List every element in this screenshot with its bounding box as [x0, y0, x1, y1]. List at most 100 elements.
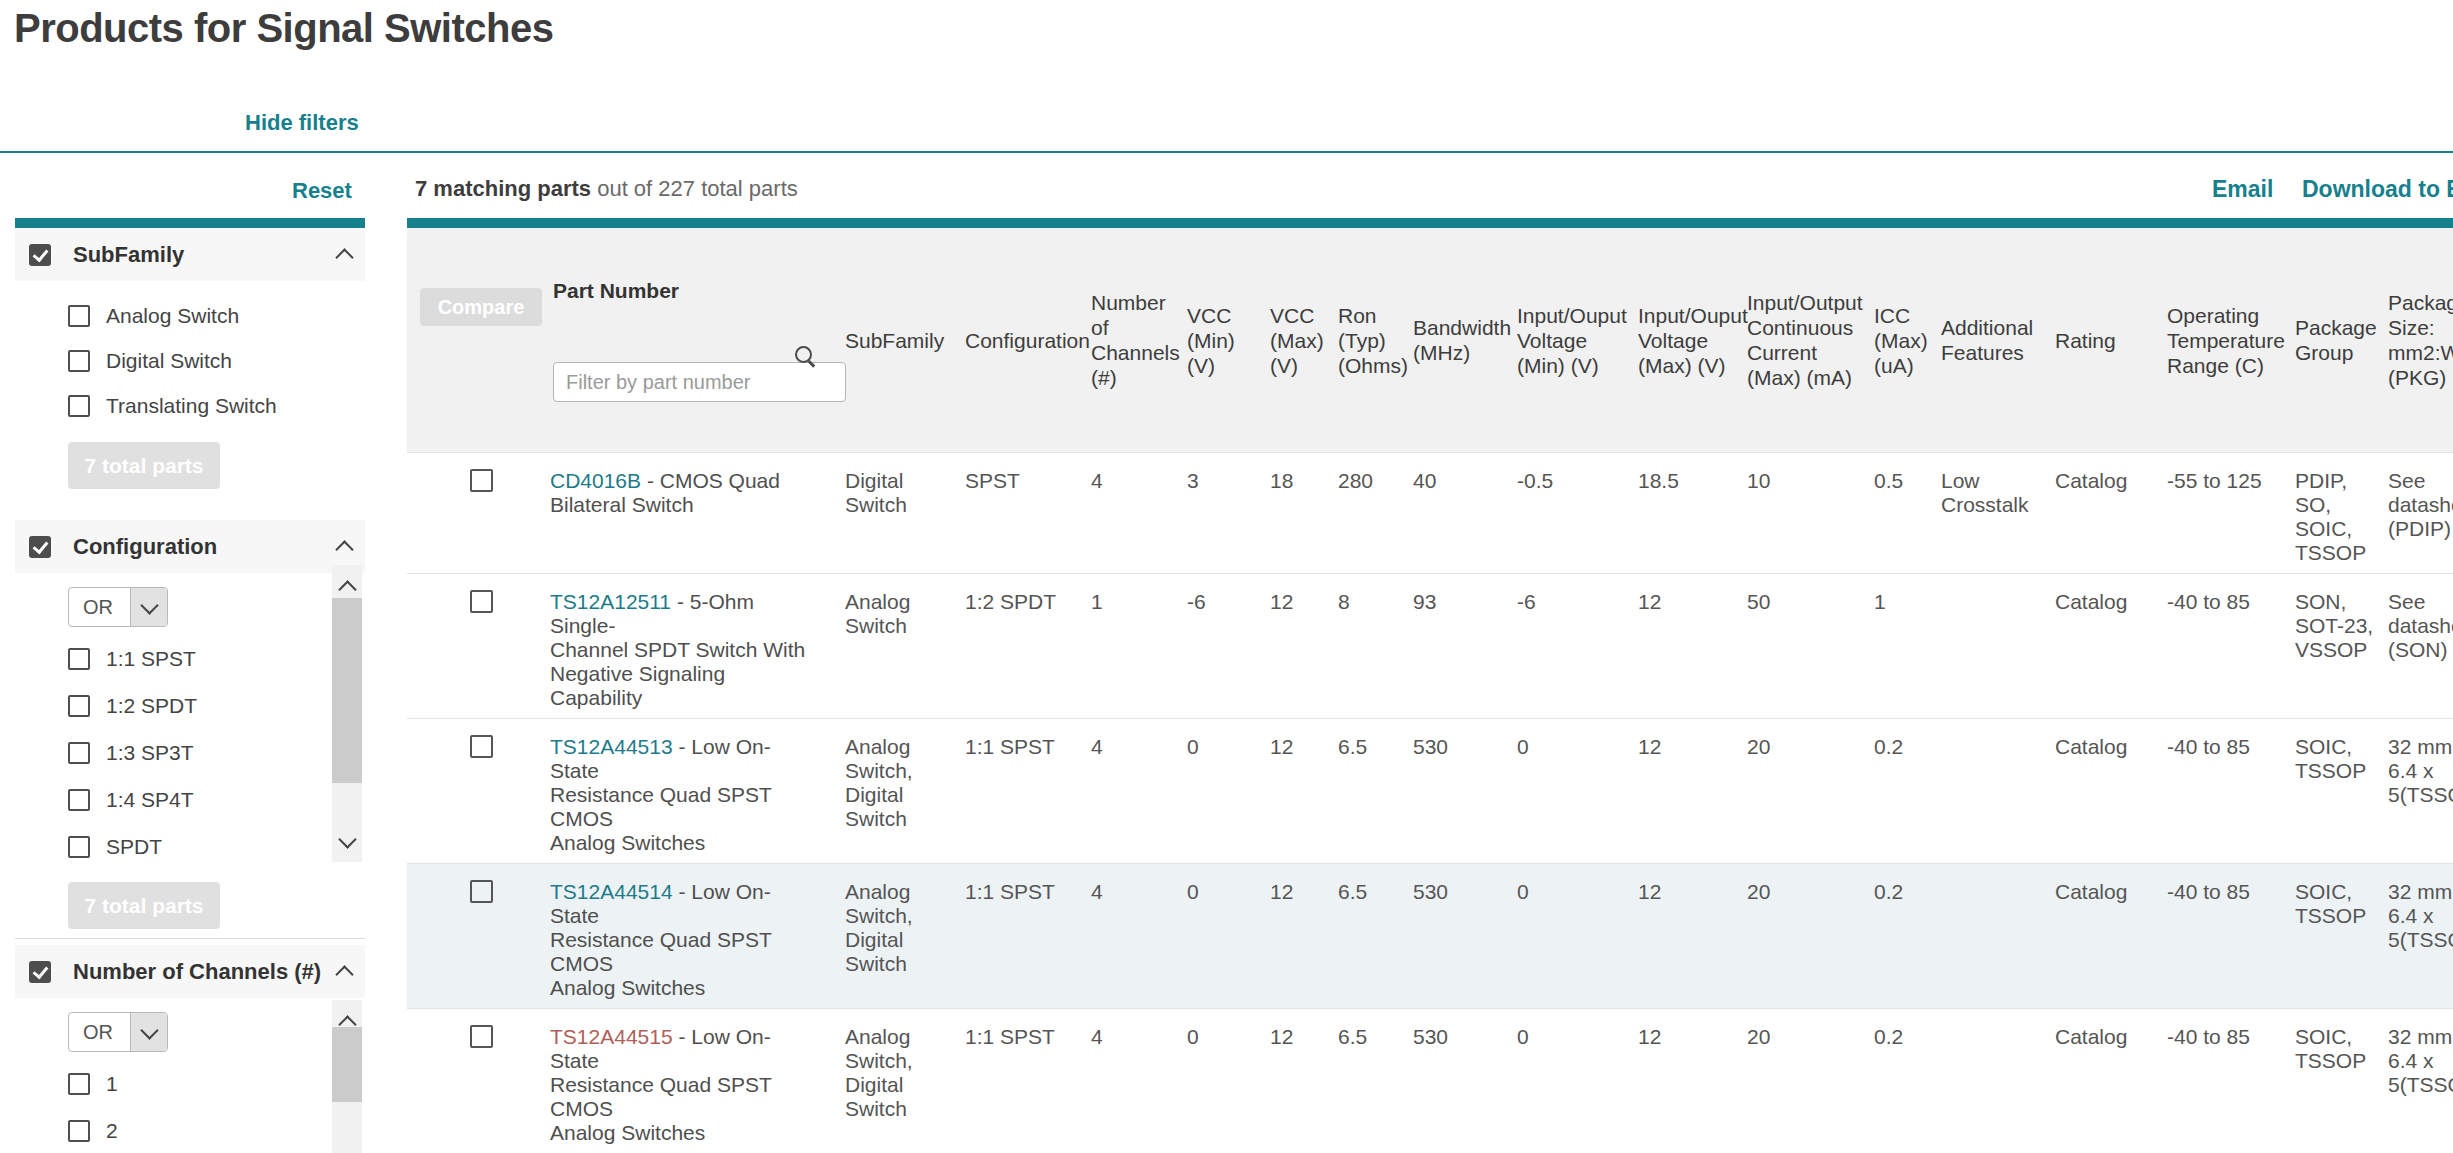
cell-pkg-group: SOIC, TSSOP — [2295, 864, 2388, 1009]
checkbox[interactable] — [68, 1073, 90, 1095]
cell-subfamily: Analog Switch, Digital Switch — [845, 1009, 965, 1153]
scroll-up-icon[interactable] — [338, 580, 356, 598]
part-number-column-header[interactable]: Part Number — [553, 278, 815, 303]
column-header-io-voltage-min[interactable]: Input/Ouput Voltage (Min) (V) — [1517, 228, 1638, 453]
checkbox[interactable] — [68, 648, 90, 670]
download-to-excel-link[interactable]: Download to Excel — [2302, 176, 2453, 203]
filter-option[interactable]: SPDT — [15, 823, 365, 870]
cell-pkg-group: PDIP, SO, SOIC, TSSOP — [2295, 453, 2388, 574]
row-select-checkbox[interactable] — [470, 590, 493, 613]
part-number-filter-input[interactable] — [553, 362, 846, 402]
checkbox[interactable] — [68, 742, 90, 764]
cell-io-max: 12 — [1638, 719, 1747, 864]
operator-dropdown[interactable]: OR — [68, 587, 168, 627]
dropdown-arrow[interactable] — [130, 588, 167, 626]
row-select-checkbox[interactable] — [470, 469, 493, 492]
column-header-io-voltage-max[interactable]: Input/Ouput Voltage (Max) (V) — [1638, 228, 1747, 453]
table-row[interactable]: TS12A44515 - Low On-State Resistance Qua… — [407, 1009, 2453, 1153]
column-header-rating[interactable]: Rating — [2055, 228, 2167, 453]
scrollbar-thumb[interactable] — [332, 1027, 362, 1102]
column-header-subfamily[interactable]: SubFamily — [845, 228, 965, 453]
row-select-checkbox[interactable] — [470, 735, 493, 758]
row-select-checkbox[interactable] — [470, 1025, 493, 1048]
table-row[interactable]: TS12A44513 - Low On-State Resistance Qua… — [407, 719, 2453, 864]
filter-option[interactable]: Translating Switch — [15, 383, 365, 428]
total-count: out of 227 total parts — [591, 176, 798, 201]
search-icon — [795, 346, 812, 363]
checked-checkbox-icon[interactable] — [29, 244, 51, 266]
column-header-configuration[interactable]: Configuration — [965, 228, 1091, 453]
cell-bandwidth: 530 — [1413, 864, 1517, 1009]
table-row[interactable]: CD4016B - CMOS Quad Bilateral SwitchDigi… — [407, 453, 2453, 574]
page-title: Products for Signal Switches — [14, 6, 553, 51]
row-select-cell — [407, 574, 535, 719]
column-header-ron[interactable]: Ron (Typ) (Ohms) — [1338, 228, 1413, 453]
filter-section-header[interactable]: Configuration — [15, 520, 365, 573]
scrollbar[interactable] — [332, 1000, 362, 1153]
filter-option-label: Digital Switch — [106, 349, 232, 373]
filter-option[interactable]: Analog Switch — [15, 293, 365, 338]
cell-temp: -40 to 85 — [2167, 864, 2295, 1009]
part-cell: TS12A12511 - 5-Ohm Single- Channel SPDT … — [535, 574, 845, 719]
filter-option[interactable]: 1 — [15, 1060, 365, 1107]
part-number-link[interactable]: TS12A12511 — [550, 590, 671, 613]
cell-vcc-min: 0 — [1187, 1009, 1270, 1153]
row-select-checkbox[interactable] — [470, 880, 493, 903]
table-row[interactable]: TS12A44514 - Low On-State Resistance Qua… — [407, 864, 2453, 1009]
chevron-up-icon[interactable] — [335, 540, 353, 558]
cell-channels: 4 — [1091, 1009, 1187, 1153]
compare-button[interactable]: Compare — [420, 288, 542, 326]
column-header-package-size[interactable]: Package Size: mm2:W (PKG) — [2388, 228, 2453, 453]
checkbox[interactable] — [68, 305, 90, 327]
column-header-continuous-current[interactable]: Input/Output Continuous Current (Max) (m… — [1747, 228, 1874, 453]
column-header-package-group[interactable]: Package Group — [2295, 228, 2388, 453]
checked-checkbox-icon[interactable] — [29, 961, 51, 983]
checkbox[interactable] — [68, 395, 90, 417]
filter-option[interactable]: 1:3 SP3T — [15, 729, 365, 776]
scrollbar[interactable] — [332, 565, 362, 862]
checkbox[interactable] — [68, 1120, 90, 1142]
checkbox[interactable] — [68, 695, 90, 717]
cell-ron: 6.5 — [1338, 719, 1413, 864]
cell-icc: 0.2 — [1874, 1009, 1941, 1153]
filter-option[interactable]: 2 — [15, 1107, 365, 1153]
column-header-vcc-max[interactable]: VCC (Max) (V) — [1270, 228, 1338, 453]
column-header-operating-temp[interactable]: Operating Temperature Range (C) — [2167, 228, 2295, 453]
column-header-channels[interactable]: Number of Channels (#) — [1091, 228, 1187, 453]
checkbox[interactable] — [68, 836, 90, 858]
cell-icc: 0.2 — [1874, 864, 1941, 1009]
column-header-bandwidth[interactable]: Bandwidth (MHz) — [1413, 228, 1517, 453]
chevron-up-icon[interactable] — [335, 248, 353, 266]
checkbox[interactable] — [68, 350, 90, 372]
cell-pkg-size: See datasheet (SON) — [2388, 574, 2453, 719]
cell-pkg-size: See datasheet (PDIP) — [2388, 453, 2453, 574]
checkbox[interactable] — [68, 789, 90, 811]
operator-dropdown[interactable]: OR — [68, 1012, 168, 1052]
hide-filters-link[interactable]: Hide filters — [245, 110, 359, 136]
scroll-down-icon[interactable] — [338, 830, 356, 848]
part-number-link[interactable]: TS12A44513 — [550, 735, 673, 758]
part-number-link[interactable]: TS12A44514 — [550, 880, 673, 903]
filter-section-header[interactable]: Number of Channels (#) — [15, 945, 365, 998]
cell-pkg-size: 32 mm2: 6.4 x 5(TSSOP) — [2388, 1009, 2453, 1153]
filter-option[interactable]: Digital Switch — [15, 338, 365, 383]
table-header-row: Compare Part Number SubFamily Configurat… — [407, 228, 2453, 453]
checked-checkbox-icon[interactable] — [29, 536, 51, 558]
reset-filters-link[interactable]: Reset — [292, 178, 352, 204]
filter-option[interactable]: 1:4 SP4T — [15, 776, 365, 823]
filter-section-header[interactable]: SubFamily — [15, 228, 365, 281]
email-link[interactable]: Email — [2212, 176, 2273, 203]
part-number-link[interactable]: CD4016B — [550, 469, 641, 492]
dropdown-arrow[interactable] — [130, 1013, 167, 1051]
scrollbar-thumb[interactable] — [332, 598, 362, 783]
chevron-up-icon[interactable] — [335, 965, 353, 983]
cell-pkg-group: SOIC, TSSOP — [2295, 719, 2388, 864]
part-number-link[interactable]: TS12A44515 — [550, 1025, 673, 1048]
column-header-vcc-min[interactable]: VCC (Min) (V) — [1187, 228, 1270, 453]
cell-temp: -55 to 125 — [2167, 453, 2295, 574]
filter-option[interactable]: 1:2 SPDT — [15, 682, 365, 729]
filter-option[interactable]: 1:1 SPST — [15, 635, 365, 682]
table-row[interactable]: TS12A12511 - 5-Ohm Single- Channel SPDT … — [407, 574, 2453, 719]
column-header-additional-features[interactable]: Additional Features — [1941, 228, 2055, 453]
column-header-icc[interactable]: ICC (Max) (uA) — [1874, 228, 1941, 453]
